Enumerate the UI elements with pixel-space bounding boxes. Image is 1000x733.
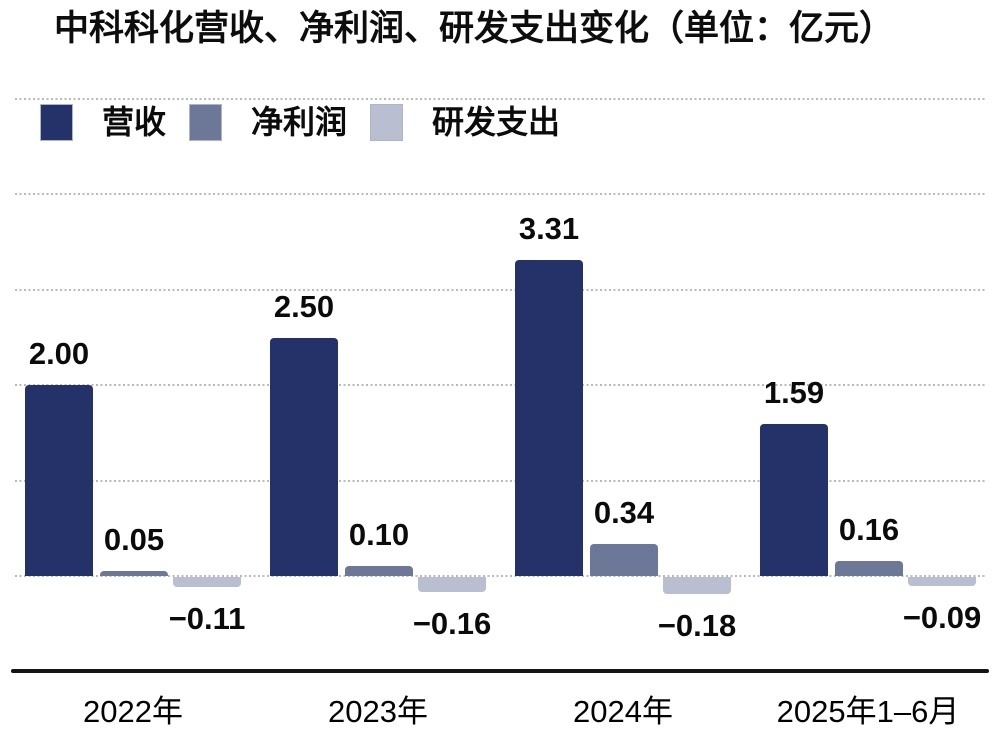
value-label-rd-spending-1: −0.11 [168, 601, 246, 637]
bar-rd-spending-3 [663, 577, 731, 595]
gridline-4 [15, 193, 985, 196]
legend: 营收 净利润 研发支出 [40, 104, 560, 141]
legend-item-net-profit: 净利润 [189, 104, 347, 141]
bar-net-profit-3 [590, 543, 658, 576]
bar-revenue-4 [760, 424, 828, 576]
bar-revenue-2 [270, 337, 338, 576]
legend-swatch-net-profit [189, 104, 223, 141]
legend-item-rd-spending: 研发支出 [370, 104, 560, 141]
gridline-3 [15, 288, 985, 291]
legend-item-revenue: 营收 [40, 104, 166, 141]
value-label-net-profit-3: 0.34 [593, 494, 655, 530]
value-label-revenue-4: 1.59 [763, 375, 825, 411]
legend-label-revenue: 营收 [102, 104, 167, 140]
bar-rd-spending-1 [173, 577, 241, 588]
x-axis-line [11, 669, 989, 673]
legend-label-net-profit: 净利润 [251, 104, 348, 140]
legend-swatch-revenue [40, 104, 73, 141]
bar-rd-spending-2 [418, 577, 486, 593]
bar-net-profit-4 [835, 560, 903, 576]
legend-swatch-rd-spending [370, 104, 404, 141]
chart-title: 中科科化营收、净利润、研发支出变化（单位：亿元） [54, 9, 895, 48]
value-label-net-profit-4: 0.16 [838, 511, 900, 547]
x-axis-label-3: 2024年 [573, 694, 673, 729]
value-label-revenue-1: 2.00 [28, 336, 90, 372]
gridline-1 [15, 479, 985, 482]
bar-net-profit-2 [345, 566, 413, 576]
value-label-rd-spending-2: −0.16 [412, 606, 492, 642]
value-label-revenue-2: 2.50 [273, 288, 335, 324]
value-label-rd-spending-4: −0.09 [902, 599, 982, 635]
x-axis-label-2: 2023年 [328, 694, 428, 729]
bar-rd-spending-4 [908, 577, 976, 586]
x-axis-label-4: 2025年1–6月 [776, 694, 960, 729]
value-label-net-profit-1: 0.05 [103, 522, 165, 558]
x-axis-label-1: 2022年 [83, 694, 183, 729]
gridline-5 [15, 98, 985, 100]
bar-revenue-1 [25, 385, 93, 576]
legend-label-rd-spending: 研发支出 [432, 104, 561, 140]
bar-revenue-3 [515, 260, 583, 576]
gridline-2 [15, 384, 985, 387]
bar-net-profit-1 [100, 571, 168, 576]
value-label-revenue-3: 3.31 [518, 211, 580, 247]
value-label-net-profit-2: 0.10 [348, 517, 410, 553]
zero-gridline [15, 575, 985, 577]
value-label-rd-spending-3: −0.18 [657, 608, 737, 644]
